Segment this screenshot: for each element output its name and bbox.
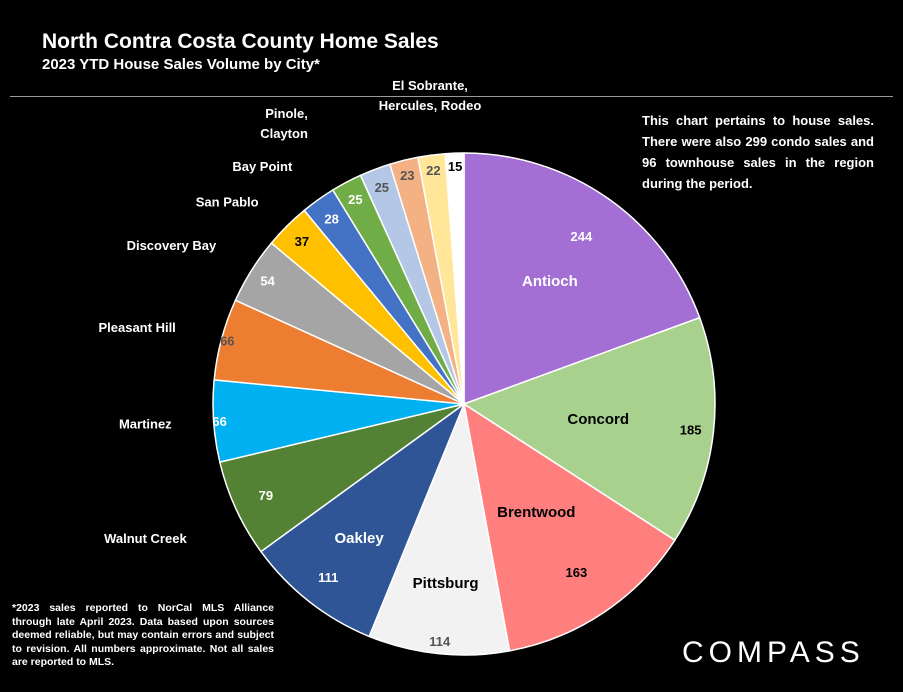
pie-slice <box>259 401 466 638</box>
slice-name-label: Pleasant Hill <box>98 320 175 335</box>
pie-slice <box>444 152 465 405</box>
pie-slice <box>463 152 701 406</box>
slice-name-label: Hercules, Rodeo <box>379 98 482 113</box>
slice-value-label: 25 <box>375 180 389 195</box>
pie-slice <box>462 316 716 542</box>
pie-slice <box>462 402 676 652</box>
slice-name-label: Martinez <box>119 417 172 432</box>
slice-name-label: Brentwood <box>497 504 575 521</box>
slice-value-label: 185 <box>680 422 702 437</box>
slice-name-label: San Pablo <box>196 194 259 209</box>
slice-name-label: Antioch <box>522 273 578 290</box>
slice-value-label: 54 <box>260 274 275 289</box>
slice-value-label: 66 <box>220 334 234 349</box>
slice-value-label: 79 <box>259 488 273 503</box>
slice-name-label: Pittsburg <box>413 575 479 592</box>
slice-value-label: 244 <box>571 229 593 244</box>
slice-value-label: 15 <box>448 159 462 174</box>
compass-logo: COMPASS <box>682 636 865 669</box>
slice-name-label: El Sobrante, <box>392 78 468 93</box>
slice-value-label: 25 <box>348 192 362 207</box>
slice-value-label: 37 <box>295 234 309 249</box>
slice-name-label: Walnut Creek <box>104 531 187 546</box>
chart-subtitle: 2023 YTD House Sales Volume by City* <box>42 56 320 73</box>
slice-value-label: 28 <box>324 211 338 226</box>
slice-name-label: Bay Point <box>232 159 293 174</box>
slice-name-label: Concord <box>567 411 629 428</box>
slice-value-label: 22 <box>426 163 440 178</box>
slice-value-label: 23 <box>400 168 414 183</box>
slice-value-label: 111 <box>318 570 338 585</box>
pie-slice <box>368 401 511 656</box>
chart-note: This chart pertains to house sales. Ther… <box>642 113 874 191</box>
chart-title: North Contra Costa County Home Sales <box>42 30 439 53</box>
slice-name-label: Discovery Bay <box>127 238 217 253</box>
slice-value-label: 66 <box>212 414 226 429</box>
slice-name-label: Pinole, <box>265 106 308 121</box>
slice-name-label: Oakley <box>334 530 384 547</box>
footnote: *2023 sales reported to NorCal MLS Allia… <box>12 602 274 668</box>
slice-name-label: Clayton <box>260 126 308 141</box>
slice-value-label: 114 <box>429 634 451 649</box>
slice-value-label: 163 <box>566 565 588 580</box>
header-divider <box>10 96 893 97</box>
